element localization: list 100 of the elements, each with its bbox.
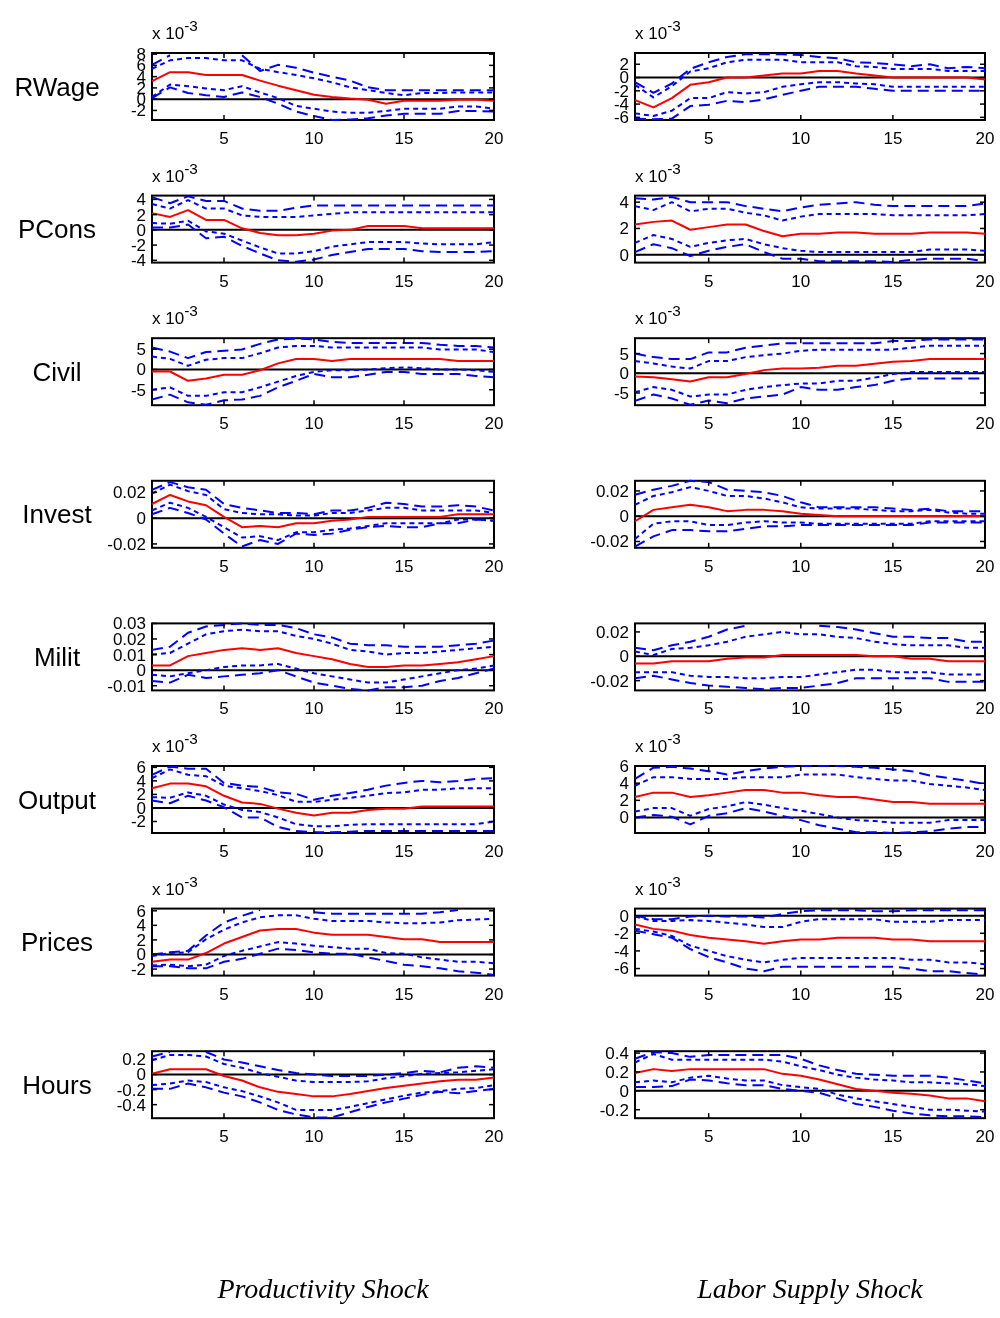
y-axis-title: PCons [17,214,97,245]
text: x 10$^{-3}$ [635,301,681,329]
y-tick-label: 0.02 [112,483,146,503]
x-tick-label: 20 [975,129,995,148]
y-axis-title: Milit [33,642,81,672]
x-tick-label: 20 [484,129,504,148]
x-tick-label: 10 [791,699,811,719]
x-tick-label: 20 [975,271,995,291]
x-tick-label: 5 [703,271,714,291]
y-tick-label: -6 [613,959,629,979]
x-tick-label: 5 [703,699,714,719]
y-tick-label: 5 [619,344,629,364]
x-tick-label: 15 [883,271,903,291]
y-tick-label: -0.02 [107,534,146,554]
y-tick-label: -2 [613,924,629,944]
x-tick-label: 20 [975,414,995,434]
y-tick-label: 0 [619,647,629,667]
y-tick-label: 4 [619,193,629,213]
x-tick-label: 20 [484,984,504,1004]
y-tick-label: 4 [619,774,629,794]
y-tick-label: 0 [619,507,629,527]
text: x 10$^{-3}$ [152,16,198,43]
y-tick-label: -0.2 [599,1100,629,1120]
y-tick-label: 0 [619,808,629,828]
x-tick-label: 5 [219,271,229,291]
y-tick-label: -0.02 [590,532,629,552]
y-tick-label: -5 [613,383,629,403]
x-tick-label: 20 [484,556,504,576]
x-tick-label: 10 [304,556,324,576]
x-tick-label: 20 [975,699,995,719]
x-tick-label: 20 [484,1127,504,1147]
y-tick-label: -4 [130,251,146,271]
x-tick-label: 5 [219,1127,229,1147]
x-tick-label: 20 [975,842,995,861]
x-tick-label: 15 [883,556,903,576]
x-tick-label: 10 [791,1127,811,1147]
x-tick-label: 10 [791,984,811,1004]
x-tick-label: 10 [304,271,324,291]
y-axis-title: Output [17,784,97,815]
y-tick-label: 0.2 [605,1062,629,1082]
y-tick-label: 0 [136,360,146,380]
y-tick-label: 0.4 [605,1044,629,1064]
y-tick-label: 0 [619,364,629,384]
y-axis-title: Prices [20,927,94,958]
x-tick-label: 10 [304,699,324,719]
y-axis-title: Civil [32,356,82,387]
x-tick-label: 5 [703,556,714,576]
x-tick-label: 5 [703,984,714,1004]
x-tick-label: 10 [791,414,811,434]
y-tick-label: -0.02 [590,671,629,691]
x-tick-label: 10 [791,842,811,861]
x-tick-label: 20 [484,271,504,291]
x-tick-label: 20 [484,842,504,861]
x-tick-label: 10 [304,842,324,861]
y-tick-label: 2 [619,219,629,239]
x-tick-label: 5 [703,414,714,434]
x-tick-label: 15 [394,556,414,576]
x-tick-label: 15 [394,129,414,148]
y-tick-label: 0 [619,906,629,926]
x-tick-label: 10 [304,414,324,434]
x-tick-label: 5 [703,1127,714,1147]
text: x 10$^{-3}$ [635,729,681,756]
x-tick-label: 5 [219,842,229,861]
x-tick-label: 10 [791,556,811,576]
x-tick-label: 15 [883,129,903,148]
text: x 10$^{-3}$ [152,872,198,899]
x-tick-label: 10 [791,129,811,148]
x-tick-label: 15 [883,414,903,434]
x-tick-label: 15 [394,1127,414,1147]
x-tick-label: 15 [394,842,414,861]
y-tick-label: 5 [136,340,146,360]
x-tick-label: 15 [394,271,414,291]
y-tick-label: -2 [130,960,146,979]
x-tick-label: 5 [703,129,714,148]
y-tick-label: 0.02 [595,622,629,642]
x-tick-label: 10 [304,1127,324,1147]
y-tick-label: 0 [619,245,629,265]
x-tick-label: 20 [484,414,504,434]
x-tick-label: 10 [791,271,811,291]
text: x 10$^{-3}$ [635,872,681,899]
text: x 10$^{-3}$ [635,16,681,43]
x-tick-label: 10 [304,984,324,1004]
x-tick-label: 5 [219,129,229,148]
y-tick-label: 0.02 [595,481,629,501]
x-tick-label: 5 [219,984,229,1004]
x-tick-label: 5 [219,699,229,719]
x-tick-label: 15 [394,984,414,1004]
y-axis-title: Invest [22,499,93,530]
x-tick-label: 15 [883,984,903,1004]
x-tick-label: 15 [394,699,414,719]
x-tick-label: 10 [304,129,324,148]
x-tick-label: 15 [883,699,903,719]
y-axis-title: RWage [14,71,100,102]
text: x 10$^{-3}$ [152,729,198,756]
y-axis-title: Hours [22,1069,92,1100]
y-tick-label: -5 [130,380,146,400]
text: x 10$^{-3}$ [635,159,681,186]
y-tick-label: 6 [619,756,629,776]
y-tick-label: 2 [619,791,629,811]
x-axis-title: Productivity Shock [216,1273,430,1304]
